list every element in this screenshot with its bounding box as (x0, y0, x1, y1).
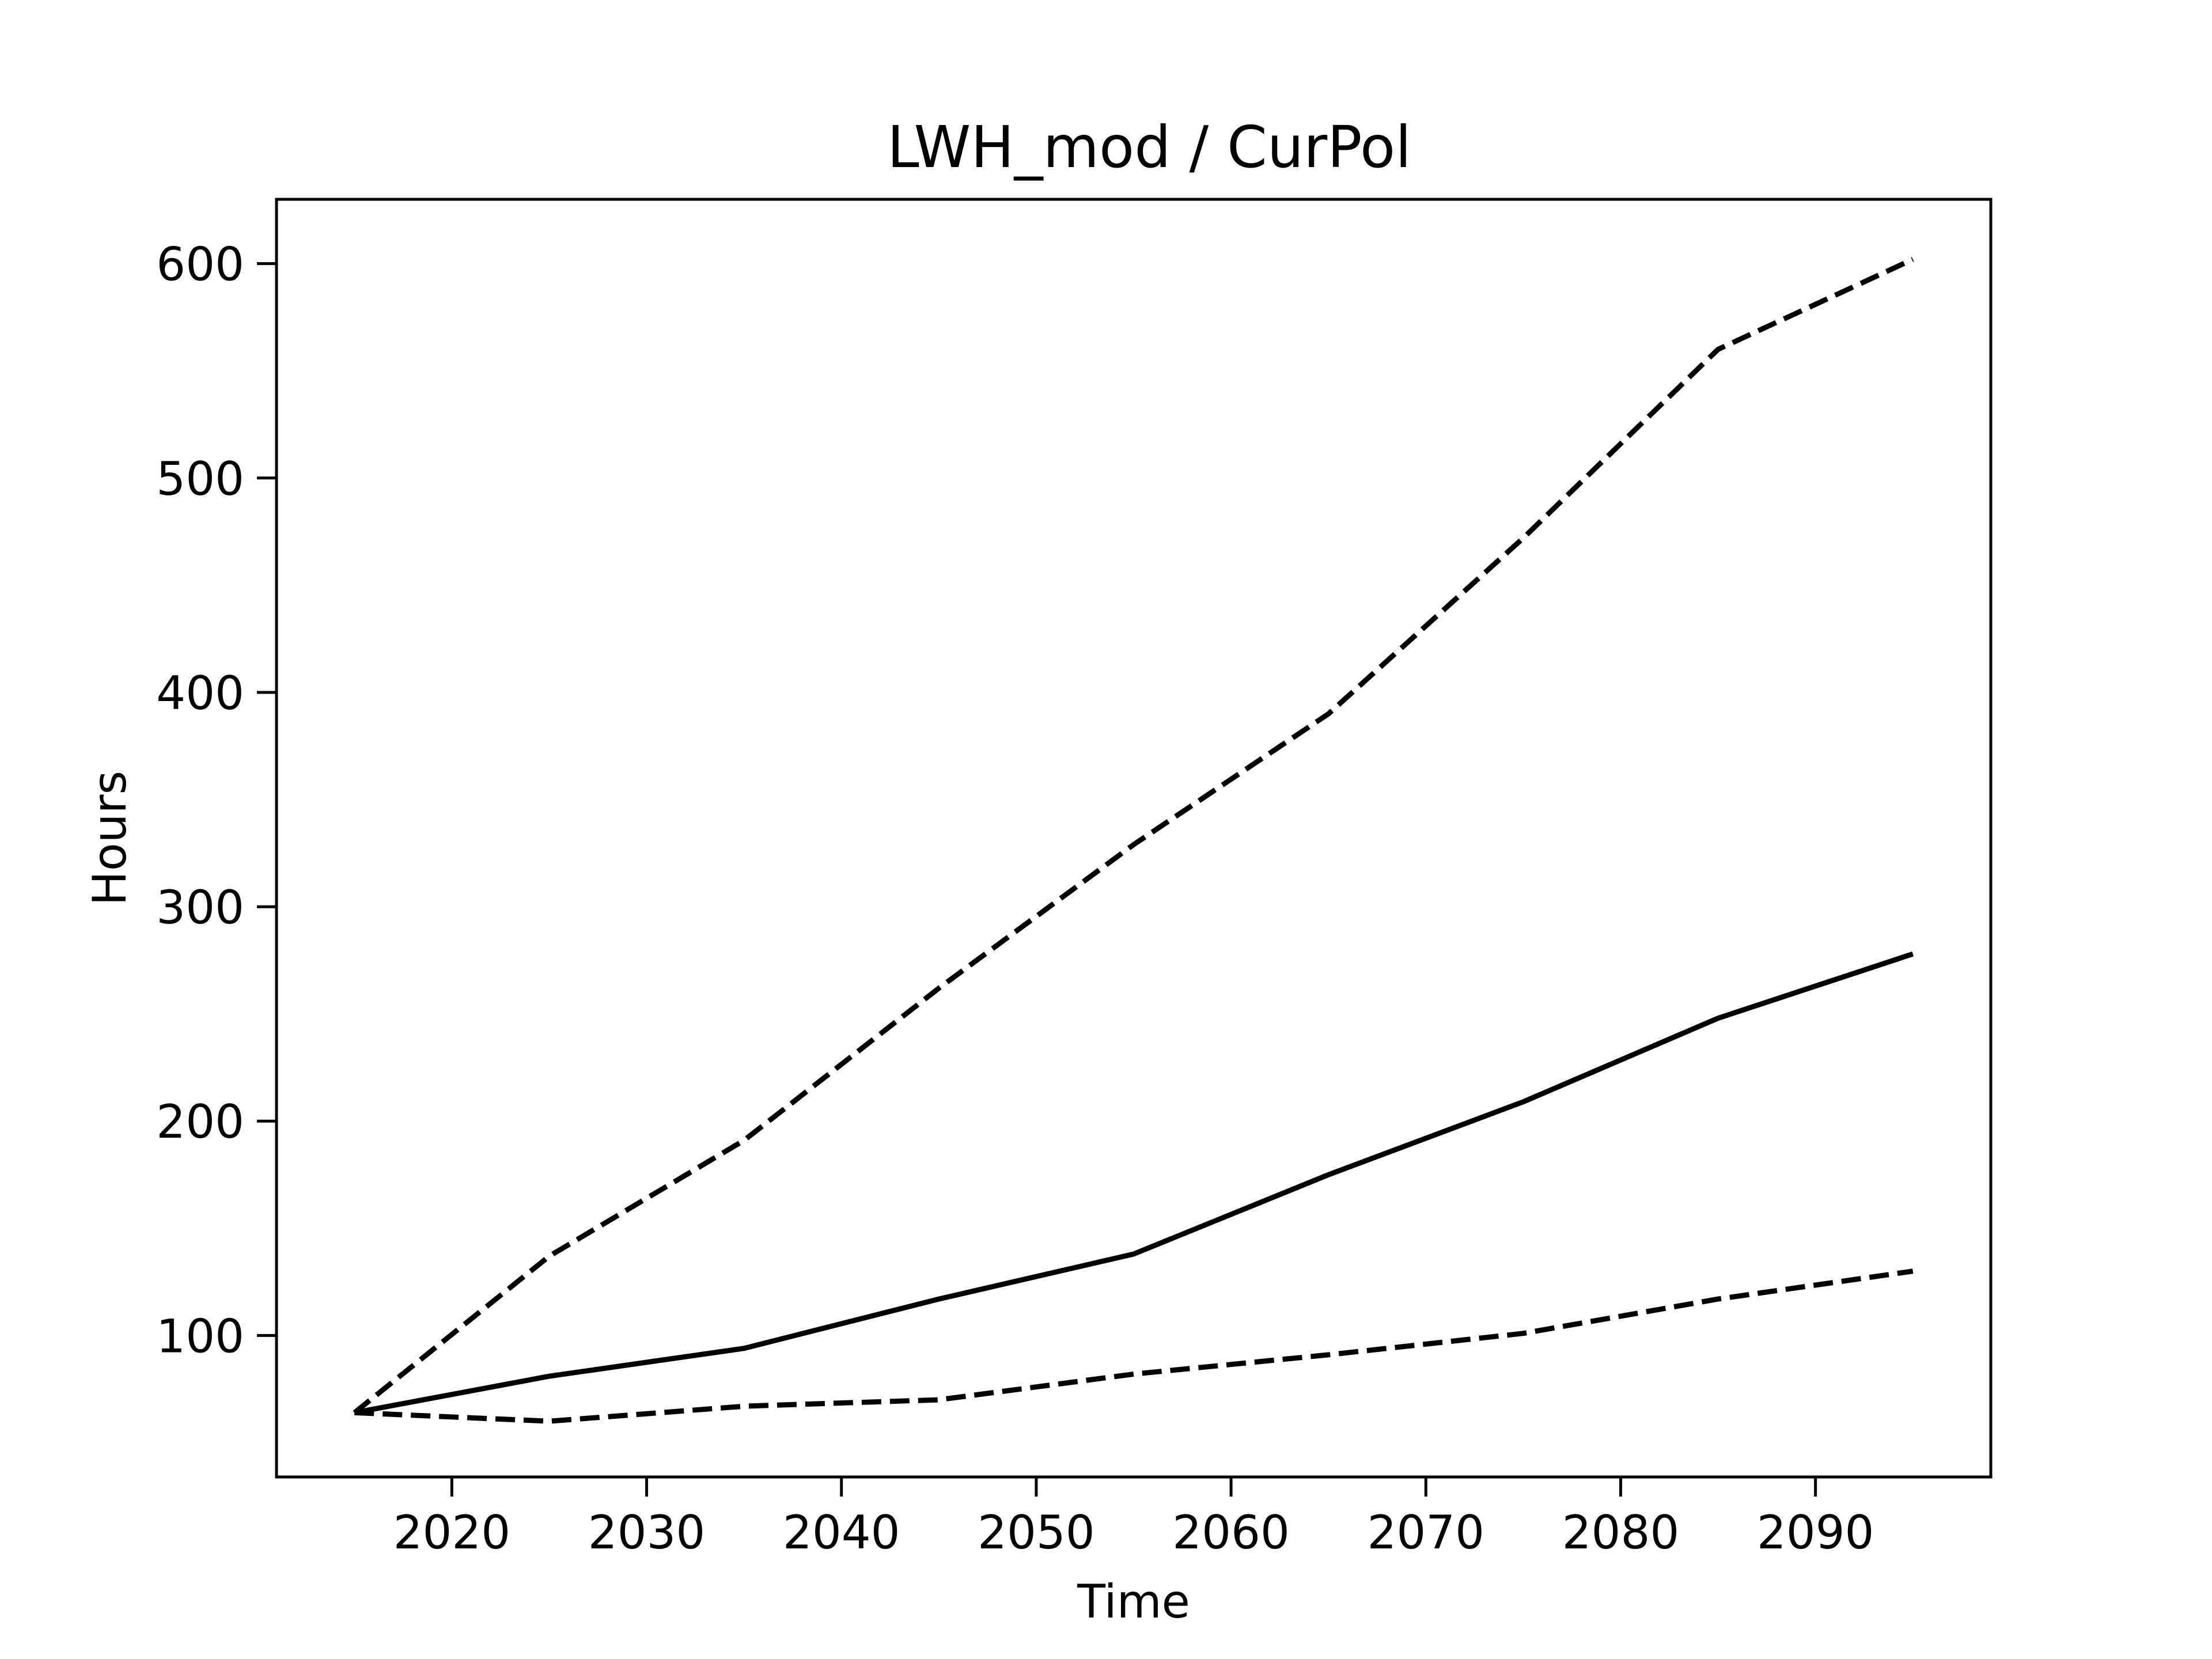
x-tick-label: 2040 (783, 1506, 900, 1559)
x-axis-label: Time (1077, 1575, 1190, 1628)
y-tick-label: 500 (156, 452, 244, 506)
y-tick-label: 300 (156, 881, 244, 934)
y-tick-label: 100 (156, 1309, 244, 1363)
y-tick-label: 600 (156, 238, 244, 291)
y-tick-label: 400 (156, 666, 244, 720)
x-tick-label: 2020 (393, 1506, 511, 1559)
x-tick-label: 2060 (1172, 1506, 1290, 1559)
chart-title: LWH_mod / CurPol (887, 113, 1411, 181)
x-tick-label: 2050 (978, 1506, 1095, 1559)
series-layer (353, 257, 1914, 1424)
x-tick-label: 2080 (1562, 1506, 1680, 1559)
x-tick-label: 2090 (1757, 1506, 1874, 1559)
x-tick-label: 2070 (1367, 1506, 1484, 1559)
plot-area-frame (275, 198, 1993, 1479)
median-series-line (354, 951, 1914, 1415)
x-tick-label: 2030 (588, 1506, 706, 1559)
y-tick-label: 200 (156, 1095, 244, 1149)
ticks-layer: 2020 2030 2040 2050 2060 2070 2080 2090 100 200 30… (156, 238, 1874, 1559)
lower-bound-series-line (354, 1268, 1914, 1424)
y-axis-label: Hours (83, 771, 137, 906)
upper-bound-series-line (353, 257, 1914, 1415)
